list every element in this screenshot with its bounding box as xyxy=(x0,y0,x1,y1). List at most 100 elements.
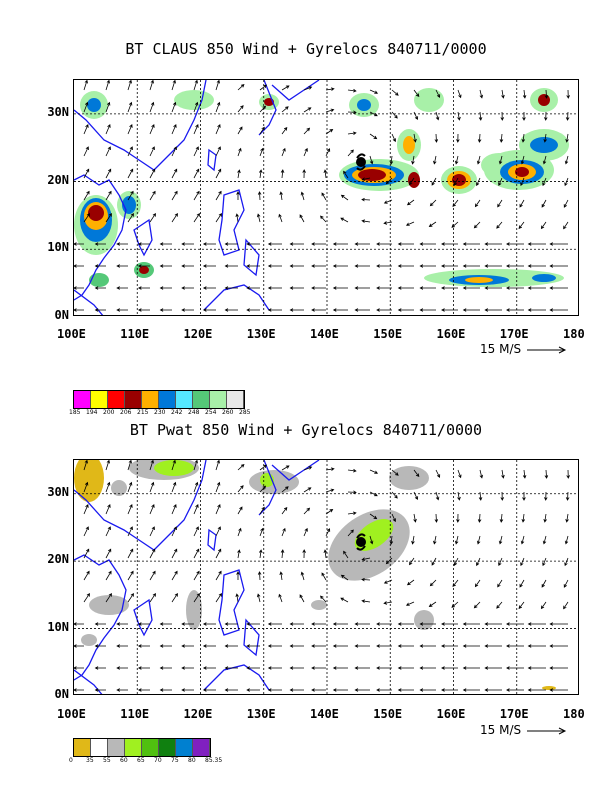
wind-vector xyxy=(237,84,245,91)
wind-vector xyxy=(303,86,313,91)
wind-vector xyxy=(159,308,172,312)
wind-vector xyxy=(237,464,245,471)
wind-vector xyxy=(237,147,242,157)
wind-vector xyxy=(127,190,134,201)
wind-vector xyxy=(246,308,260,312)
colorbar-swatch xyxy=(91,391,108,408)
wind-vector xyxy=(527,622,546,626)
wind-vector xyxy=(74,622,84,626)
wind-vector xyxy=(506,308,524,312)
wind-vector xyxy=(83,481,89,493)
wind-vector xyxy=(340,217,349,223)
wind-vector xyxy=(215,548,222,559)
x-axis-label: 160E xyxy=(436,707,466,721)
wind-vector xyxy=(215,168,222,179)
wind-vector xyxy=(347,511,357,516)
wind-vector xyxy=(527,644,546,648)
wind-vector xyxy=(391,133,396,143)
wind-vector xyxy=(137,666,150,670)
panel1-cloud-fill xyxy=(74,88,569,287)
panel2-pwat-fill xyxy=(74,460,556,690)
x-axis-label: 110E xyxy=(120,327,150,341)
wind-vector xyxy=(149,481,155,493)
wind-vector xyxy=(347,149,354,157)
wind-vector xyxy=(202,242,216,246)
wind-vector xyxy=(397,688,414,692)
wind-vector xyxy=(451,601,459,608)
wind-vector xyxy=(431,177,437,186)
wind-vector xyxy=(325,509,334,515)
wind-vector xyxy=(171,570,178,581)
wind-vector xyxy=(303,527,308,537)
wind-vector xyxy=(202,688,216,692)
wind-vector xyxy=(116,622,128,626)
wind-vector xyxy=(522,89,527,99)
colorbar-tick-label: 194 xyxy=(86,409,98,416)
wind-vector xyxy=(376,644,392,648)
wind-vector xyxy=(127,168,134,179)
wind-vector xyxy=(215,101,221,113)
wind-vector xyxy=(137,644,150,648)
wind-vector xyxy=(462,688,480,692)
wind-vector xyxy=(361,219,371,223)
wind-vector xyxy=(476,155,481,165)
wind-vector xyxy=(224,644,238,648)
wind-vector xyxy=(267,644,282,648)
wind-vector xyxy=(435,111,440,121)
wind-vector xyxy=(171,548,178,559)
wind-vector xyxy=(332,286,348,290)
wind-vector xyxy=(361,577,371,582)
wind-vector xyxy=(391,111,398,119)
wind-vector xyxy=(215,481,221,493)
wind-vector xyxy=(457,491,461,501)
wind-vector xyxy=(259,105,267,113)
wind-vector xyxy=(527,688,546,692)
wind-vector xyxy=(499,133,504,143)
wind-vector xyxy=(476,177,481,187)
wind-vector xyxy=(409,557,415,566)
wind-vector xyxy=(376,264,392,268)
colorbar-swatch xyxy=(176,739,193,756)
wind-vector xyxy=(397,644,414,648)
wind-vector xyxy=(105,548,112,559)
panel1-vector-scale: 15 M/S xyxy=(480,342,570,356)
wind-vector xyxy=(389,155,394,165)
panel2-gridlines xyxy=(74,460,578,694)
panel2-wind-vectors xyxy=(74,460,570,692)
wind-vector xyxy=(478,111,483,121)
wind-vector xyxy=(452,199,459,207)
wind-vector xyxy=(215,213,222,223)
wind-vector xyxy=(237,485,244,493)
wind-vector xyxy=(149,146,155,157)
coastline-segment xyxy=(243,618,260,657)
colorbar-tick-label: 200 xyxy=(103,409,115,416)
coastline-segment xyxy=(203,664,270,691)
panel1-coastline xyxy=(74,80,320,315)
wind-vector xyxy=(256,213,261,223)
wind-vector xyxy=(457,469,462,479)
wind-vector xyxy=(237,126,243,135)
wind-vector xyxy=(441,242,458,246)
wind-vector xyxy=(281,85,290,91)
wind-vector xyxy=(83,460,88,471)
wind-vector xyxy=(521,133,526,143)
colorbar-tick-label: 60 xyxy=(120,757,128,764)
x-axis-label: 180 xyxy=(563,707,585,721)
wind-vector xyxy=(311,688,326,692)
y-axis-label: 0N xyxy=(54,308,69,322)
wind-vector xyxy=(193,570,200,581)
wind-vector xyxy=(224,242,238,246)
wind-vector xyxy=(127,526,133,537)
x-axis-label: 110E xyxy=(120,707,150,721)
wind-vector xyxy=(235,593,239,603)
wind-vector xyxy=(361,557,371,561)
coastline-segment xyxy=(271,80,320,101)
wind-vector xyxy=(171,168,178,179)
wind-vector xyxy=(340,194,349,201)
wind-vector xyxy=(224,622,238,626)
wind-vector xyxy=(473,601,481,609)
wind-vector xyxy=(354,264,370,268)
wind-vector xyxy=(237,169,241,179)
wind-vector xyxy=(484,644,502,648)
wind-vector xyxy=(563,221,569,230)
